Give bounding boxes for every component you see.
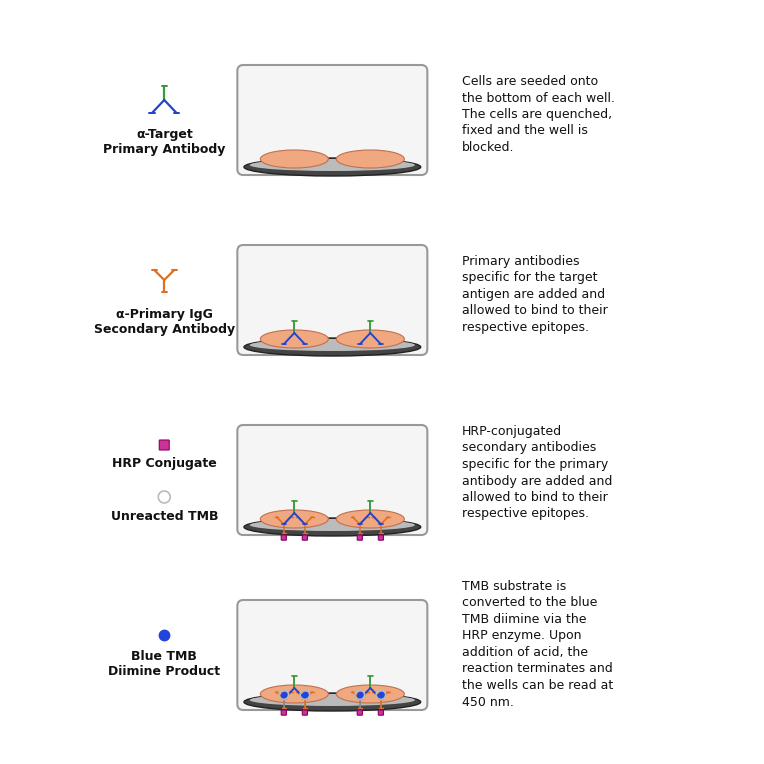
Ellipse shape	[336, 685, 404, 703]
Text: Primary antibodies
specific for the target
antigen are added and
allowed to bind: Primary antibodies specific for the targ…	[462, 255, 608, 334]
Ellipse shape	[250, 519, 415, 531]
FancyBboxPatch shape	[281, 535, 286, 540]
Ellipse shape	[244, 338, 421, 356]
FancyBboxPatch shape	[159, 440, 170, 450]
Text: Cells are seeded onto
the bottom of each well.
The cells are quenched,
fixed and: Cells are seeded onto the bottom of each…	[462, 75, 615, 154]
FancyBboxPatch shape	[378, 710, 384, 715]
Ellipse shape	[250, 159, 415, 171]
FancyBboxPatch shape	[303, 710, 307, 715]
Text: Unreacted TMB: Unreacted TMB	[111, 510, 218, 523]
Ellipse shape	[336, 150, 404, 168]
Text: α-Primary IgG
Secondary Antibody: α-Primary IgG Secondary Antibody	[94, 308, 235, 336]
Ellipse shape	[261, 685, 329, 703]
Ellipse shape	[261, 510, 329, 528]
FancyBboxPatch shape	[358, 535, 362, 540]
FancyBboxPatch shape	[238, 245, 427, 355]
Text: HRP-conjugated
secondary antibodies
specific for the primary
antibody are added : HRP-conjugated secondary antibodies spec…	[462, 425, 613, 520]
FancyBboxPatch shape	[303, 535, 307, 540]
Ellipse shape	[336, 510, 404, 528]
Text: Blue TMB
Diimine Product: Blue TMB Diimine Product	[108, 650, 220, 678]
FancyBboxPatch shape	[281, 710, 286, 715]
FancyBboxPatch shape	[238, 425, 427, 535]
Text: TMB substrate is
converted to the blue
TMB diimine via the
HRP enzyme. Upon
addi: TMB substrate is converted to the blue T…	[462, 580, 613, 708]
Ellipse shape	[244, 693, 421, 711]
Text: α-Target
Primary Antibody: α-Target Primary Antibody	[103, 128, 225, 156]
FancyBboxPatch shape	[238, 600, 427, 710]
Text: HRP Conjugate: HRP Conjugate	[112, 457, 217, 470]
Ellipse shape	[261, 150, 329, 168]
FancyBboxPatch shape	[378, 535, 384, 540]
Ellipse shape	[250, 339, 415, 351]
FancyBboxPatch shape	[238, 65, 427, 175]
Ellipse shape	[244, 518, 421, 536]
Ellipse shape	[336, 330, 404, 348]
Ellipse shape	[250, 694, 415, 706]
FancyBboxPatch shape	[358, 710, 362, 715]
Ellipse shape	[261, 330, 329, 348]
Ellipse shape	[244, 158, 421, 176]
